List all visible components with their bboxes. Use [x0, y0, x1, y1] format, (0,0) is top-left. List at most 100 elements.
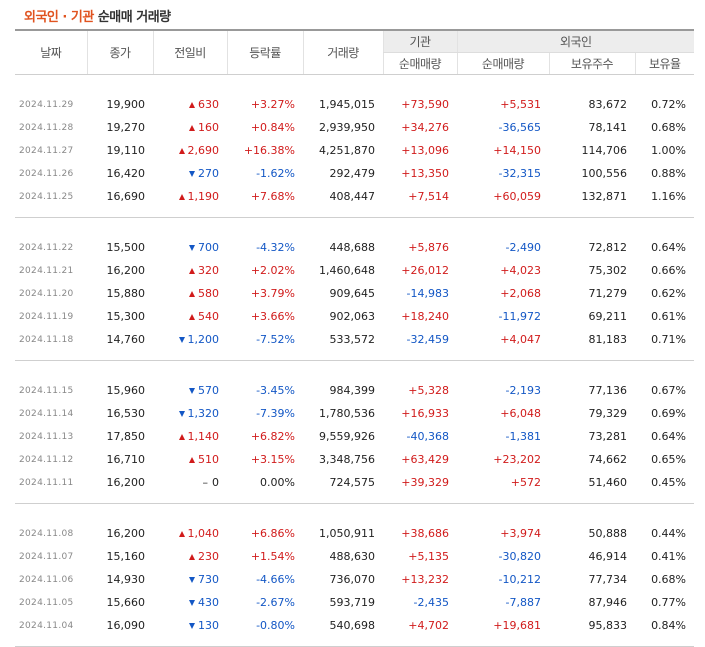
- header-foreign-ratio: 보유율: [635, 53, 694, 75]
- cell-foreign-net: +14,150: [457, 139, 549, 162]
- change-value: 270: [198, 167, 219, 180]
- cell-close: 19,110: [87, 139, 153, 162]
- up-triangle-icon: [189, 314, 195, 320]
- cell-date: 2024.11.05: [15, 591, 87, 614]
- cell-foreign-holdings: 100,556: [549, 162, 635, 185]
- cell-inst-net: +7,514: [383, 185, 457, 208]
- cell-foreign-ratio: 0.64%: [635, 236, 694, 259]
- cell-change: 700: [153, 236, 227, 259]
- cell-foreign-net: +572: [457, 471, 549, 494]
- cell-foreign-holdings: 132,871: [549, 185, 635, 208]
- cell-rate: -7.39%: [227, 402, 303, 425]
- cell-rate: +16.38%: [227, 139, 303, 162]
- cell-foreign-net: +60,059: [457, 185, 549, 208]
- cell-inst-net: +34,276: [383, 116, 457, 139]
- cell-date: 2024.11.12: [15, 448, 87, 471]
- change-value: 230: [198, 550, 219, 563]
- cell-close: 15,660: [87, 591, 153, 614]
- cell-date: 2024.11.27: [15, 139, 87, 162]
- cell-change: 230: [153, 545, 227, 568]
- cell-rate: -4.66%: [227, 568, 303, 591]
- cell-inst-net: +5,135: [383, 545, 457, 568]
- cell-date: 2024.11.15: [15, 379, 87, 402]
- cell-foreign-net: +4,023: [457, 259, 549, 282]
- cell-foreign-ratio: 0.72%: [635, 93, 694, 116]
- change-value: 700: [198, 241, 219, 254]
- cell-volume: 736,070: [303, 568, 383, 591]
- cell-change: –0: [153, 471, 227, 494]
- cell-foreign-holdings: 77,734: [549, 568, 635, 591]
- group-spacer: [15, 494, 694, 504]
- cell-foreign-holdings: 69,211: [549, 305, 635, 328]
- cell-date: 2024.11.13: [15, 425, 87, 448]
- cell-rate: +3.66%: [227, 305, 303, 328]
- cell-close: 16,090: [87, 614, 153, 637]
- header-volume: 거래량: [303, 30, 383, 75]
- up-triangle-icon: [179, 531, 185, 537]
- cell-close: 17,850: [87, 425, 153, 448]
- cell-foreign-net: -7,887: [457, 591, 549, 614]
- cell-close: 15,160: [87, 545, 153, 568]
- header-foreign-holdings: 보유주수: [549, 53, 635, 75]
- trading-table: 날짜 종가 전일비 등락률 거래량 기관 외국인 순매매량 순매매량 보유주수 …: [15, 29, 694, 647]
- cell-close: 15,960: [87, 379, 153, 402]
- header-close: 종가: [87, 30, 153, 75]
- down-triangle-icon: [189, 577, 195, 583]
- cell-volume: 9,559,926: [303, 425, 383, 448]
- cell-foreign-ratio: 0.84%: [635, 614, 694, 637]
- down-triangle-icon: [179, 411, 185, 417]
- header-inst-group: 기관: [383, 30, 457, 53]
- cell-foreign-net: +6,048: [457, 402, 549, 425]
- cell-date: 2024.11.21: [15, 259, 87, 282]
- up-triangle-icon: [179, 434, 185, 440]
- cell-close: 16,200: [87, 471, 153, 494]
- up-triangle-icon: [179, 194, 185, 200]
- change-value: 1,200: [188, 333, 220, 346]
- cell-volume: 3,348,756: [303, 448, 383, 471]
- down-triangle-icon: [189, 623, 195, 629]
- cell-close: 16,530: [87, 402, 153, 425]
- cell-date: 2024.11.07: [15, 545, 87, 568]
- cell-foreign-holdings: 87,946: [549, 591, 635, 614]
- table-header: 날짜 종가 전일비 등락률 거래량 기관 외국인 순매매량 순매매량 보유주수 …: [15, 30, 694, 75]
- cell-change: 630: [153, 93, 227, 116]
- cell-inst-net: +38,686: [383, 522, 457, 545]
- cell-foreign-net: -10,212: [457, 568, 549, 591]
- cell-change: 160: [153, 116, 227, 139]
- cell-foreign-ratio: 0.67%: [635, 379, 694, 402]
- cell-foreign-ratio: 1.00%: [635, 139, 694, 162]
- cell-close: 15,880: [87, 282, 153, 305]
- change-value: 630: [198, 98, 219, 111]
- cell-foreign-ratio: 0.88%: [635, 162, 694, 185]
- cell-foreign-holdings: 83,672: [549, 93, 635, 116]
- cell-rate: -4.32%: [227, 236, 303, 259]
- cell-close: 16,690: [87, 185, 153, 208]
- cell-rate: -3.45%: [227, 379, 303, 402]
- cell-change: 130: [153, 614, 227, 637]
- cell-inst-net: +13,232: [383, 568, 457, 591]
- cell-foreign-ratio: 0.62%: [635, 282, 694, 305]
- down-triangle-icon: [189, 171, 195, 177]
- cell-foreign-net: -32,315: [457, 162, 549, 185]
- cell-foreign-holdings: 81,183: [549, 328, 635, 351]
- cell-foreign-holdings: 79,329: [549, 402, 635, 425]
- cell-volume: 593,719: [303, 591, 383, 614]
- cell-date: 2024.11.26: [15, 162, 87, 185]
- cell-change: 270: [153, 162, 227, 185]
- change-value: 730: [198, 573, 219, 586]
- cell-foreign-net: +23,202: [457, 448, 549, 471]
- cell-volume: 909,645: [303, 282, 383, 305]
- cell-volume: 902,063: [303, 305, 383, 328]
- cell-foreign-ratio: 0.69%: [635, 402, 694, 425]
- cell-date: 2024.11.22: [15, 236, 87, 259]
- group-spacer: [15, 504, 694, 523]
- cell-change: 1,320: [153, 402, 227, 425]
- cell-foreign-holdings: 73,281: [549, 425, 635, 448]
- cell-foreign-holdings: 72,812: [549, 236, 635, 259]
- cell-foreign-ratio: 0.45%: [635, 471, 694, 494]
